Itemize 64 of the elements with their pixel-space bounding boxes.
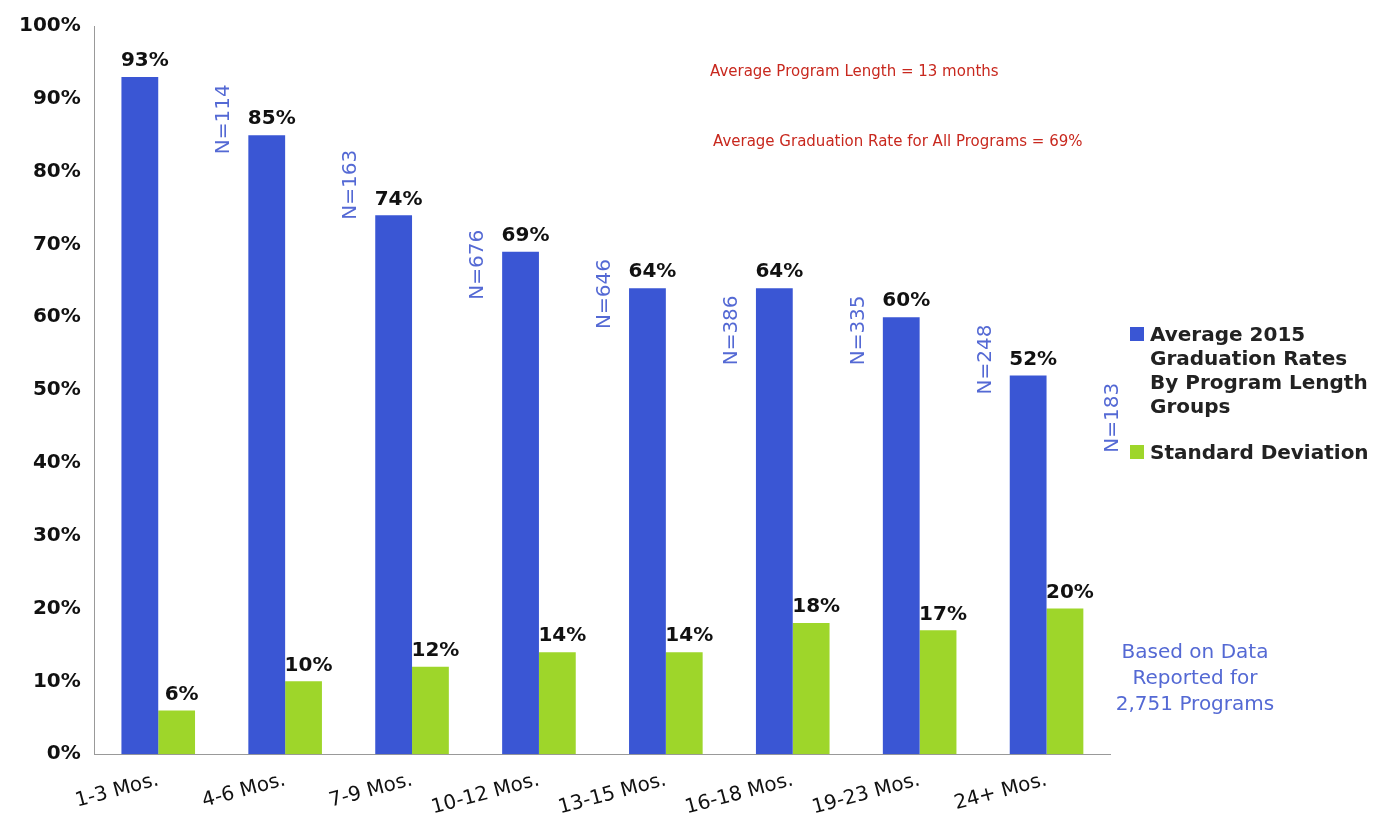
annotation: N=646 (591, 259, 616, 329)
annotation: N=183 (1098, 382, 1123, 453)
data-label: 69% (501, 221, 550, 246)
y-tick-label: 0% (46, 740, 81, 765)
data-label: 10% (284, 651, 333, 676)
bar (538, 652, 576, 755)
data-label: 18% (792, 593, 841, 618)
y-tick-label: 100% (18, 12, 81, 37)
y-tick-label: 80% (32, 157, 81, 182)
y-tick-label: 50% (32, 376, 81, 401)
data-label: 52% (1009, 345, 1058, 370)
y-tick-label: 30% (32, 521, 81, 546)
data-label: 64% (628, 258, 677, 283)
data-label: 20% (1046, 578, 1094, 603)
x-tick-label: 10-12 Mos. (428, 766, 542, 819)
bar (502, 251, 539, 755)
annotation: N=114 (210, 84, 235, 155)
y-tick-label: 20% (32, 594, 81, 619)
y-tick-label: 90% (32, 85, 81, 110)
x-tick-label: 1-3 Mos. (72, 766, 161, 812)
legend-label: Standard Deviation (1150, 440, 1369, 464)
data-label: 93% (120, 47, 169, 72)
y-tick-label: 40% (32, 449, 81, 474)
bar (1046, 608, 1084, 755)
legend-label: Average 2015 Graduation Rates By Program Length Groups (1150, 322, 1369, 418)
x-tick-label: 7-9 Mos. (326, 766, 415, 812)
data-label: 14% (665, 622, 714, 647)
annotation: Average Graduation Rate for All Programs = 69% (713, 132, 1084, 152)
y-tick-label: 10% (32, 667, 81, 692)
bar (882, 317, 920, 755)
bar (412, 666, 449, 755)
data-label: 6% (164, 680, 199, 705)
bar (121, 76, 159, 755)
data-label: 64% (755, 258, 804, 283)
text: Based on Data Reported for 2,751 Programs (1114, 638, 1276, 716)
bar (629, 288, 666, 755)
bar (792, 623, 830, 755)
data-label: 17% (919, 600, 967, 625)
annotation: Average Program Length = 13 months (710, 62, 1000, 82)
x-tick-label: 19-23 Mos. (809, 766, 923, 819)
data-label: 12% (411, 636, 460, 661)
y-tick-label: 60% (32, 303, 81, 328)
data-label: 85% (247, 105, 296, 130)
annotation: N=676 (464, 229, 489, 300)
bar (248, 135, 286, 755)
x-tick-label: 24+ Mos. (951, 766, 1050, 815)
x-tick-label: 16-18 Mos. (682, 766, 796, 819)
bar (375, 215, 413, 755)
annotation: N=163 (337, 149, 362, 220)
annotation: N=335 (844, 295, 869, 366)
x-tick-label: 13-15 Mos. (555, 766, 669, 819)
annotation: N=386 (718, 295, 743, 366)
bar (158, 710, 196, 755)
x-tick-label: 4-6 Mos. (199, 766, 288, 812)
y-tick-label: 70% (32, 230, 81, 255)
data-label: 14% (538, 622, 587, 647)
annotation: N=248 (971, 324, 996, 395)
bar (1009, 375, 1047, 755)
bar (755, 288, 793, 755)
data-label: 74% (374, 185, 423, 210)
bar (919, 630, 957, 755)
bar (285, 681, 322, 755)
data-label: 60% (882, 287, 931, 312)
bar (665, 652, 703, 755)
